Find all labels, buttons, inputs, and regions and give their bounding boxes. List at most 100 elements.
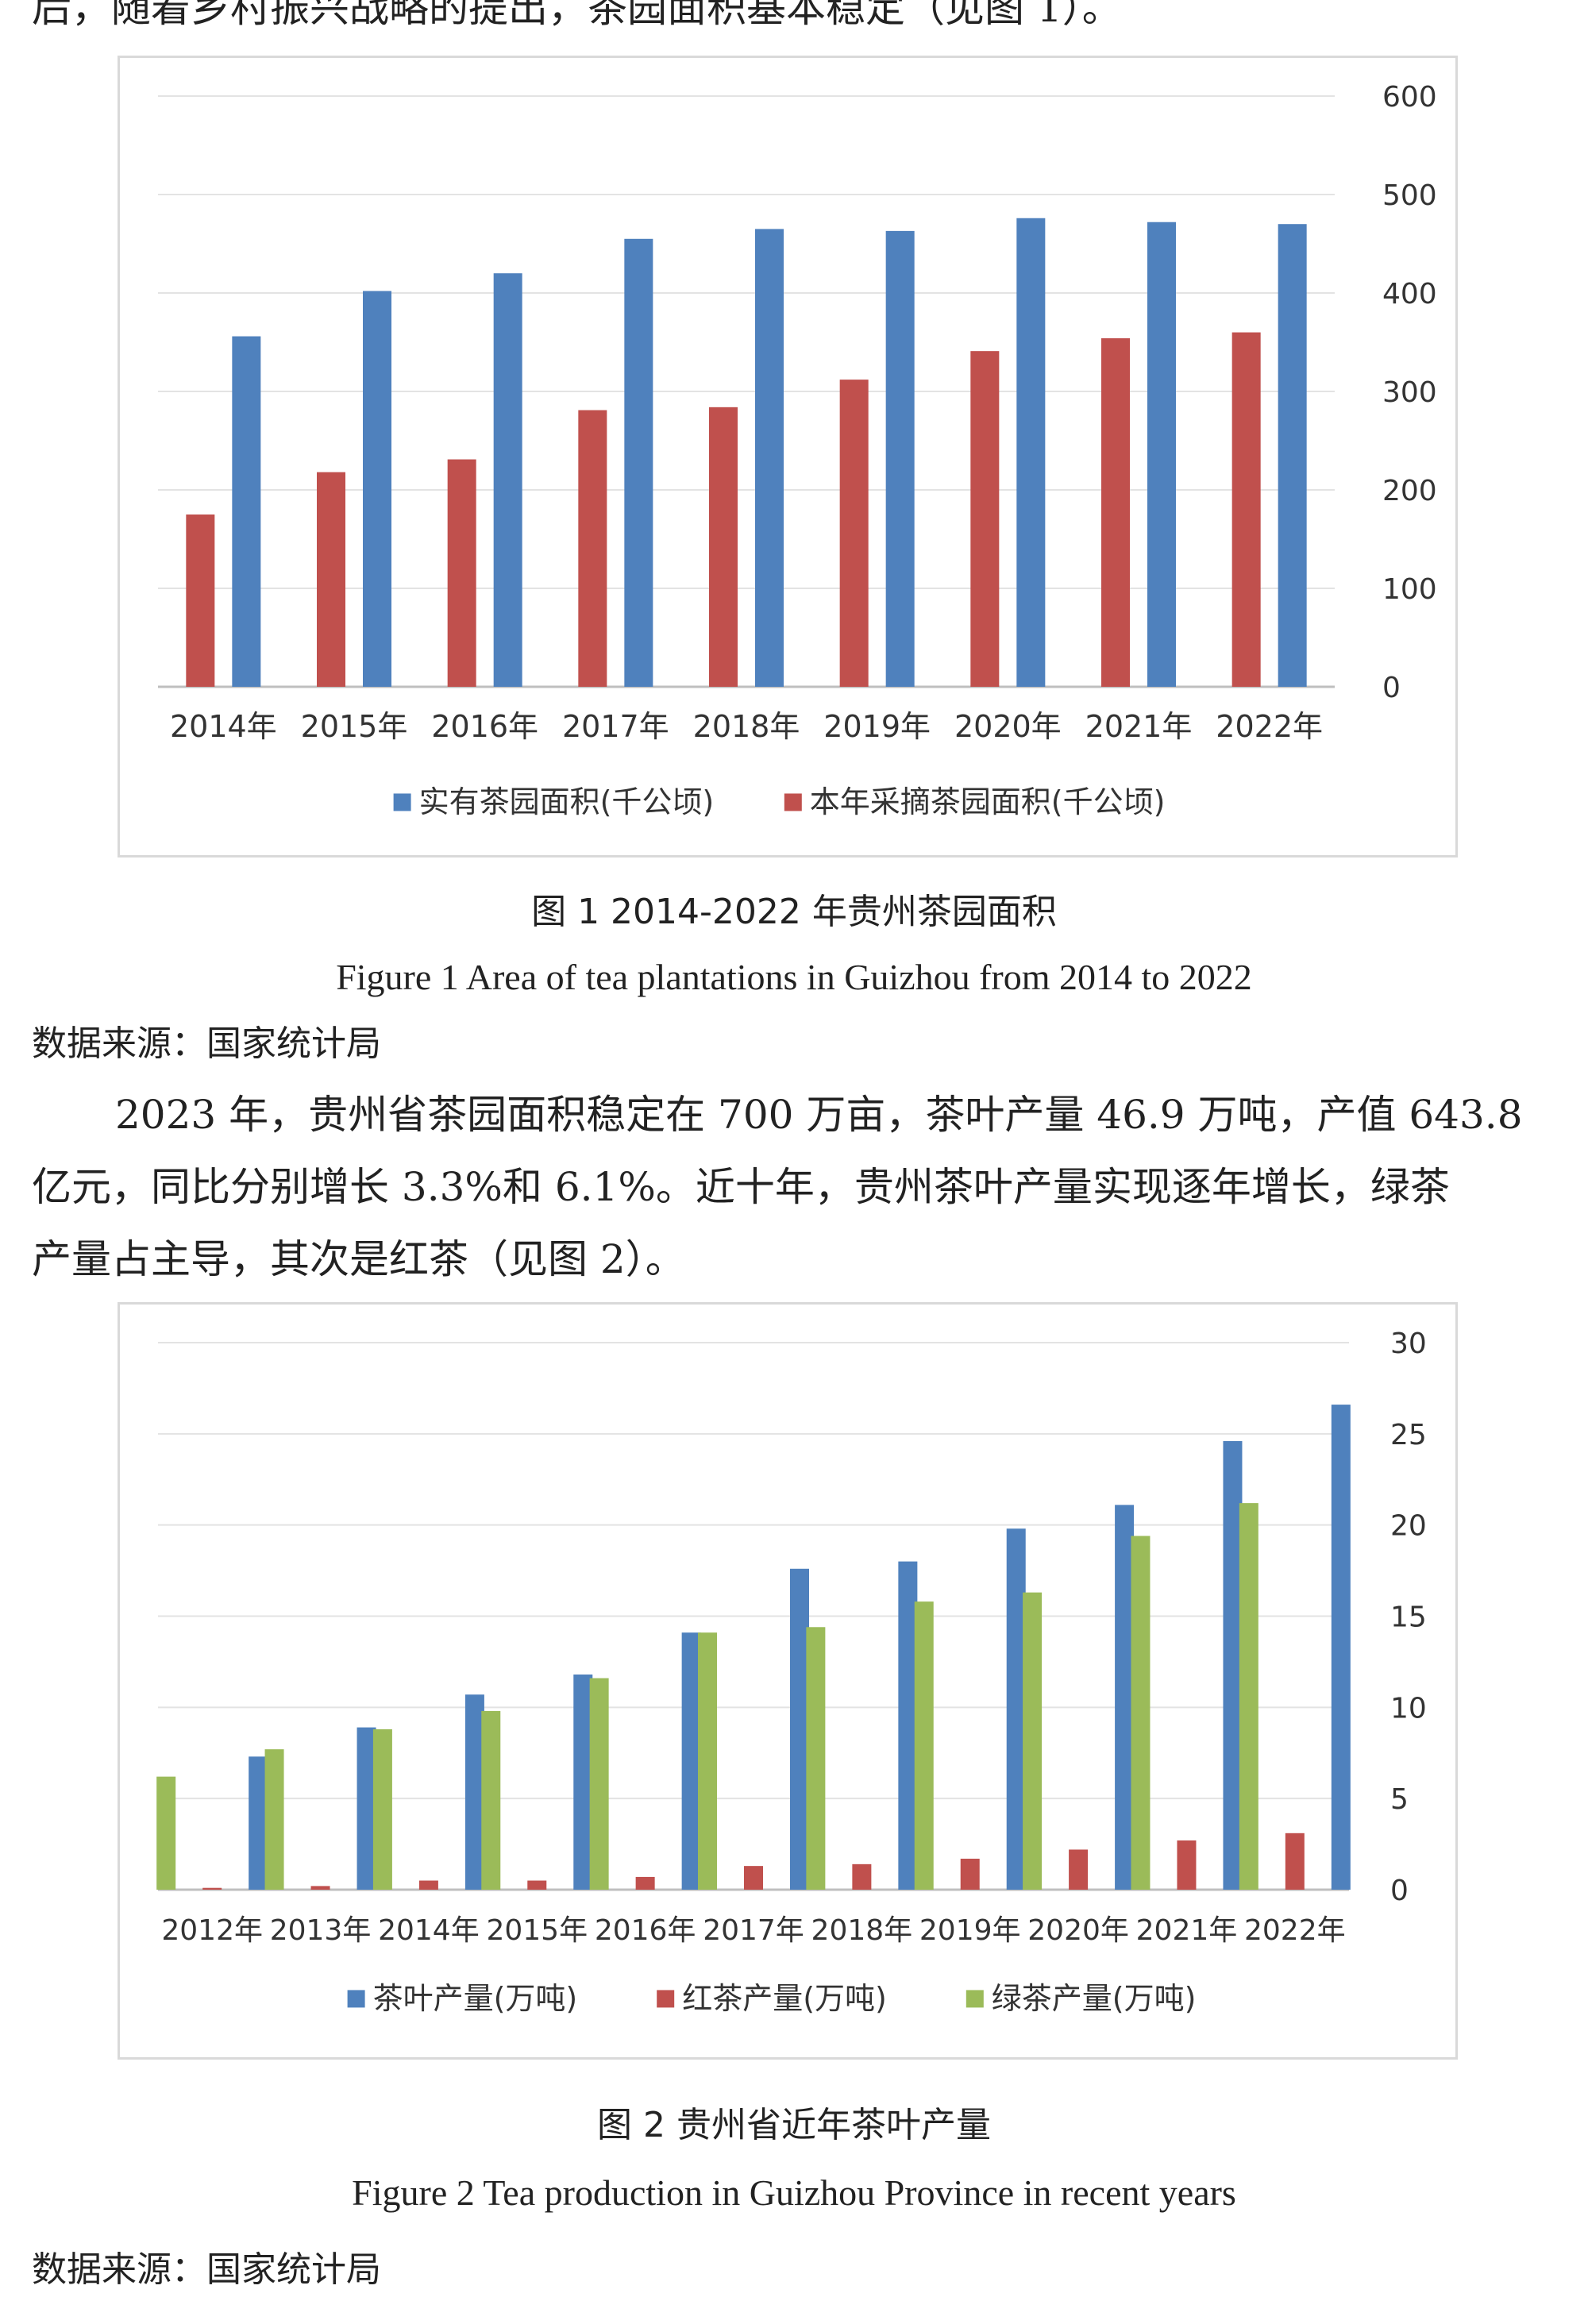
fig1-bar: [755, 229, 784, 687]
fig2-x-tick-label: 2020年: [1027, 1914, 1129, 1947]
paragraph-line-1: 2023 年，贵州省茶园面积稳定在 700 万亩，茶叶产量 46.9 万吨，产值…: [115, 1092, 1523, 1138]
fig1-bar: [186, 515, 215, 687]
fig2-bar: [464, 1694, 484, 1890]
fig1-y-tick-label: 300: [1382, 376, 1437, 409]
fig2-bar: [372, 1729, 392, 1890]
fig2-bar: [310, 1886, 330, 1890]
fig1-x-tick-label: 2017年: [562, 709, 669, 744]
fig1-x-tick-label: 2015年: [301, 709, 408, 744]
fig2-legend-swatch: [657, 1990, 675, 2008]
figure1-source: 数据来源：国家统计局: [32, 1023, 381, 1064]
fig2-bar: [960, 1858, 980, 1890]
fig2-bar: [202, 1887, 222, 1890]
fig1-y-tick-label: 0: [1382, 672, 1401, 704]
fig1-x-tick-label: 2021年: [1085, 709, 1193, 744]
fig2-bar: [1006, 1528, 1026, 1890]
fig1-bar: [839, 380, 869, 687]
fig2-y-tick-label: 30: [1390, 1328, 1427, 1360]
fig2-bar: [1115, 1505, 1135, 1890]
fig2-bar: [898, 1561, 918, 1890]
fig2-bar: [481, 1710, 501, 1890]
figure2-caption-en: Figure 2 Tea production in Guizhou Provi…: [352, 2172, 1236, 2213]
fig2-x-tick-label: 2017年: [703, 1914, 804, 1947]
fig2-legend-label: 红茶产量(万吨): [682, 1981, 887, 2016]
fig2-bar: [1023, 1592, 1043, 1890]
fig1-bar: [1278, 224, 1307, 687]
fig1-y-tick-label: 200: [1382, 475, 1437, 507]
fig1-x-tick-label: 2020年: [954, 709, 1062, 744]
fig2-bar: [1239, 1503, 1258, 1890]
fig2-bar: [249, 1756, 268, 1890]
fig2-x-tick-label: 2016年: [595, 1914, 696, 1947]
fig1-legend-swatch: [393, 793, 411, 811]
fig2-x-tick-label: 2019年: [919, 1914, 1021, 1947]
fig1-y-tick-label: 100: [1382, 573, 1437, 606]
fig1-bar: [709, 407, 738, 687]
fig2-bar: [1177, 1840, 1197, 1890]
fig1-bar: [624, 238, 653, 687]
fig2-legend-swatch: [347, 1990, 365, 2008]
figure1-caption-en: Figure 1 Area of tea plantations in Guiz…: [336, 957, 1252, 997]
fig2-bar: [790, 1568, 809, 1890]
fig1-bar: [363, 291, 391, 687]
fig2-x-tick-label: 2015年: [486, 1914, 588, 1947]
fig2-bar: [635, 1876, 655, 1890]
fig1-bar: [232, 336, 261, 687]
fig2-bar: [418, 1880, 438, 1890]
fig2-x-tick-label: 2018年: [811, 1914, 913, 1947]
fig1-y-tick-label: 600: [1382, 81, 1437, 114]
fig1-x-tick-label: 2022年: [1216, 709, 1323, 744]
fig1-bar: [1101, 338, 1130, 687]
figure2-chart-frame: 0 5 10 15 20 25 30 2012年 2013年 2014年 2015年 2016年 201…: [118, 1302, 1458, 2060]
fig1-legend-label: 本年采摘茶园面积(千公顷): [810, 784, 1166, 819]
fig1-bar: [970, 351, 1000, 687]
fig1-bar: [1231, 332, 1261, 687]
figure1-chart-frame: 0 100 200 300 400 500 600 2014年 2015年 2016年 2017年 2…: [118, 56, 1458, 858]
fig2-x-tick-label: 2022年: [1244, 1914, 1346, 1947]
fig1-y-tick-label: 400: [1382, 278, 1437, 310]
top-text-line: 后，随着乡村振兴战略的提出，茶园面积基本稳定（见图 1）。: [32, 0, 1122, 31]
fig2-bar: [573, 1674, 593, 1890]
fig2-bar: [1331, 1405, 1351, 1890]
fig2-y-tick-label: 10: [1390, 1692, 1427, 1725]
fig2-legend-label: 绿茶产量(万吨): [992, 1981, 1197, 2016]
fig2-bar: [156, 1776, 176, 1890]
fig2-bar: [852, 1863, 872, 1890]
fig2-y-tick-label: 0: [1390, 1875, 1409, 1907]
fig2-legend-label: 茶叶产量(万吨): [373, 1981, 578, 2016]
fig2-bar: [681, 1632, 701, 1890]
fig2-x-tick-label: 2012年: [161, 1914, 263, 1947]
figure2-caption-cn: 图 2 贵州省近年茶叶产量: [597, 2105, 991, 2145]
fig1-y-tick-label: 500: [1382, 179, 1437, 212]
fig1-legend-label: 实有茶园面积(千公顷): [419, 784, 715, 819]
fig2-bar: [264, 1749, 284, 1890]
fig1-x-tick-label: 2018年: [693, 709, 800, 744]
paragraph-line-3: 产量占主导，其次是红茶（见图 2）。: [32, 1236, 685, 1282]
fig2-x-tick-label: 2014年: [378, 1914, 480, 1947]
fig2-x-tick-label: 2013年: [270, 1914, 372, 1947]
fig2-bar: [589, 1678, 609, 1890]
fig2-bar: [914, 1601, 934, 1890]
fig2-y-tick-label: 15: [1390, 1601, 1427, 1634]
fig1-bar: [493, 273, 522, 687]
fig2-bar: [1223, 1441, 1243, 1890]
fig1-bar: [447, 459, 476, 687]
paragraph-line-2: 亿元，同比分别增长 3.3%和 6.1%。近十年，贵州茶叶产量实现逐年增长，绿茶: [32, 1164, 1450, 1210]
fig2-bar: [527, 1880, 547, 1890]
fig1-bar: [885, 230, 915, 687]
fig1-bar: [317, 472, 345, 687]
fig1-bar: [1147, 222, 1176, 688]
fig1-x-tick-label: 2014年: [170, 709, 277, 744]
fig2-y-tick-label: 25: [1390, 1419, 1427, 1451]
fig2-y-tick-label: 20: [1390, 1510, 1427, 1543]
fig2-bar: [1069, 1849, 1089, 1890]
fig2-bar: [744, 1866, 763, 1890]
figure1-bar-chart: 0 100 200 300 400 500 600 2014年 2015年 2016年 2017年 2…: [158, 81, 1437, 819]
figure1-caption-cn: 图 1 2014-2022 年贵州茶园面积: [531, 892, 1057, 932]
figure2-source: 数据来源：国家统计局: [32, 2249, 381, 2290]
fig2-bar: [357, 1727, 376, 1890]
fig2-bar: [1131, 1536, 1151, 1890]
fig2-y-tick-label: 5: [1390, 1783, 1409, 1816]
fig2-legend-swatch: [966, 1990, 984, 2008]
